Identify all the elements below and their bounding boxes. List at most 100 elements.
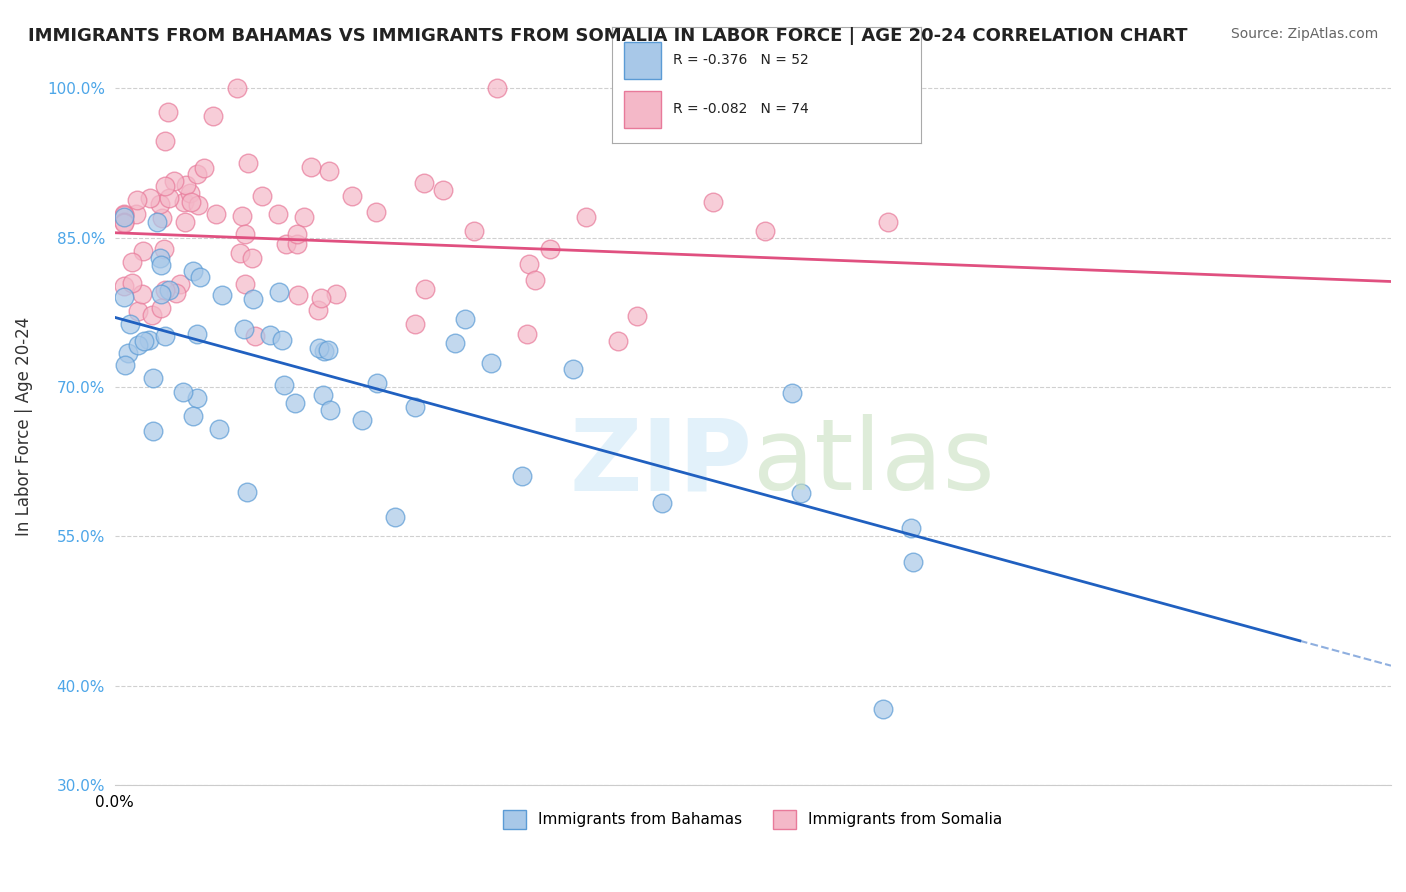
Immigrants from Bahamas bbox=[242, 292, 264, 306]
Immigrants from Somalia bbox=[340, 188, 363, 202]
Immigrants from Somalia bbox=[180, 195, 202, 210]
Immigrants from Somalia bbox=[519, 257, 541, 271]
Immigrants from Bahamas bbox=[273, 378, 295, 392]
Legend: Immigrants from Bahamas, Immigrants from Somalia: Immigrants from Bahamas, Immigrants from… bbox=[498, 804, 1008, 835]
Immigrants from Somalia bbox=[318, 164, 340, 178]
Text: R = -0.376   N = 52: R = -0.376 N = 52 bbox=[673, 54, 810, 68]
Immigrants from Somalia bbox=[463, 224, 485, 238]
Immigrants from Somalia bbox=[236, 156, 259, 170]
Immigrants from Bahamas bbox=[134, 334, 156, 348]
Immigrants from Somalia bbox=[186, 167, 208, 181]
Immigrants from Bahamas bbox=[181, 264, 204, 278]
Immigrants from Bahamas bbox=[271, 333, 294, 347]
Immigrants from Bahamas bbox=[479, 356, 502, 370]
Immigrants from Somalia bbox=[307, 302, 329, 317]
Immigrants from Bahamas bbox=[269, 285, 291, 300]
Bar bbox=[624, 91, 661, 128]
Immigrants from Somalia bbox=[299, 160, 322, 174]
Immigrants from Bahamas bbox=[186, 392, 208, 406]
Immigrants from Somalia bbox=[325, 287, 347, 301]
Immigrants from Somalia bbox=[404, 317, 426, 331]
Text: ZIP: ZIP bbox=[569, 414, 752, 511]
Immigrants from Somalia bbox=[125, 207, 148, 221]
Immigrants from Bahamas bbox=[117, 346, 139, 360]
Immigrants from Somalia bbox=[229, 246, 252, 260]
Immigrants from Somalia bbox=[292, 210, 315, 224]
Immigrants from Somalia bbox=[252, 189, 274, 203]
Immigrants from Bahamas bbox=[314, 343, 336, 358]
Immigrants from Somalia bbox=[112, 278, 135, 293]
Immigrants from Somalia bbox=[150, 211, 173, 226]
Immigrants from Bahamas bbox=[259, 328, 281, 343]
Immigrants from Bahamas bbox=[901, 555, 924, 569]
Immigrants from Somalia bbox=[157, 191, 180, 205]
Immigrants from Bahamas bbox=[112, 210, 135, 224]
Immigrants from Bahamas bbox=[112, 290, 135, 304]
Immigrants from Somalia bbox=[163, 174, 186, 188]
Immigrants from Somalia bbox=[174, 178, 197, 192]
Immigrants from Bahamas bbox=[114, 358, 136, 372]
Immigrants from Somalia bbox=[432, 183, 454, 197]
Immigrants from Bahamas bbox=[138, 333, 160, 347]
Immigrants from Somalia bbox=[131, 287, 153, 301]
Immigrants from Somalia bbox=[169, 277, 191, 291]
Text: IMMIGRANTS FROM BAHAMAS VS IMMIGRANTS FROM SOMALIA IN LABOR FORCE | AGE 20-24 CO: IMMIGRANTS FROM BAHAMAS VS IMMIGRANTS FR… bbox=[28, 27, 1188, 45]
Immigrants from Bahamas bbox=[157, 283, 180, 297]
Immigrants from Bahamas bbox=[172, 385, 194, 400]
Immigrants from Bahamas bbox=[872, 702, 894, 716]
Immigrants from Bahamas bbox=[319, 402, 342, 417]
Immigrants from Somalia bbox=[187, 198, 209, 212]
Immigrants from Somalia bbox=[240, 252, 263, 266]
Immigrants from Bahamas bbox=[142, 424, 165, 438]
Immigrants from Somalia bbox=[138, 191, 160, 205]
Immigrants from Somalia bbox=[287, 227, 309, 242]
Immigrants from Bahamas bbox=[316, 343, 339, 358]
Immigrants from Bahamas bbox=[149, 251, 172, 265]
Immigrants from Somalia bbox=[413, 282, 436, 296]
Immigrants from Somalia bbox=[413, 176, 436, 190]
Immigrants from Somalia bbox=[575, 211, 598, 225]
Immigrants from Somalia bbox=[233, 277, 256, 291]
Immigrants from Somalia bbox=[127, 303, 149, 318]
Immigrants from Bahamas bbox=[211, 288, 233, 302]
Immigrants from Somalia bbox=[174, 214, 197, 228]
Immigrants from Somalia bbox=[153, 134, 176, 148]
Immigrants from Bahamas bbox=[312, 388, 335, 402]
Immigrants from Somalia bbox=[193, 161, 215, 175]
Immigrants from Bahamas bbox=[443, 335, 465, 350]
Immigrants from Somalia bbox=[125, 194, 148, 208]
Immigrants from Somalia bbox=[287, 287, 309, 301]
Immigrants from Somalia bbox=[150, 301, 173, 316]
Immigrants from Somalia bbox=[205, 207, 228, 221]
Immigrants from Bahamas bbox=[651, 496, 673, 510]
Immigrants from Somalia bbox=[877, 215, 900, 229]
Immigrants from Bahamas bbox=[366, 376, 388, 390]
Immigrants from Somalia bbox=[266, 207, 288, 221]
Immigrants from Somalia bbox=[309, 291, 332, 305]
Text: atlas: atlas bbox=[752, 414, 994, 511]
Immigrants from Somalia bbox=[486, 81, 509, 95]
Immigrants from Somalia bbox=[235, 227, 257, 241]
Immigrants from Somalia bbox=[516, 326, 538, 341]
Immigrants from Somalia bbox=[226, 81, 249, 95]
Immigrants from Bahamas bbox=[232, 322, 254, 336]
Immigrants from Somalia bbox=[112, 215, 135, 229]
Immigrants from Somalia bbox=[149, 197, 172, 211]
Immigrants from Bahamas bbox=[188, 269, 211, 284]
Immigrants from Bahamas bbox=[454, 311, 477, 326]
Immigrants from Bahamas bbox=[562, 361, 585, 376]
Immigrants from Somalia bbox=[274, 237, 297, 252]
Immigrants from Somalia bbox=[153, 242, 176, 256]
Immigrants from Bahamas bbox=[127, 337, 149, 351]
Immigrants from Bahamas bbox=[352, 413, 374, 427]
Immigrants from Somalia bbox=[112, 216, 135, 230]
Immigrants from Bahamas bbox=[207, 422, 229, 436]
Immigrants from Somalia bbox=[626, 309, 648, 323]
Immigrants from Somalia bbox=[231, 209, 253, 223]
Immigrants from Bahamas bbox=[236, 484, 259, 499]
Immigrants from Somalia bbox=[364, 204, 387, 219]
Immigrants from Somalia bbox=[132, 244, 155, 258]
Immigrants from Bahamas bbox=[118, 317, 141, 331]
Immigrants from Somalia bbox=[153, 283, 176, 297]
Immigrants from Somalia bbox=[243, 329, 266, 343]
